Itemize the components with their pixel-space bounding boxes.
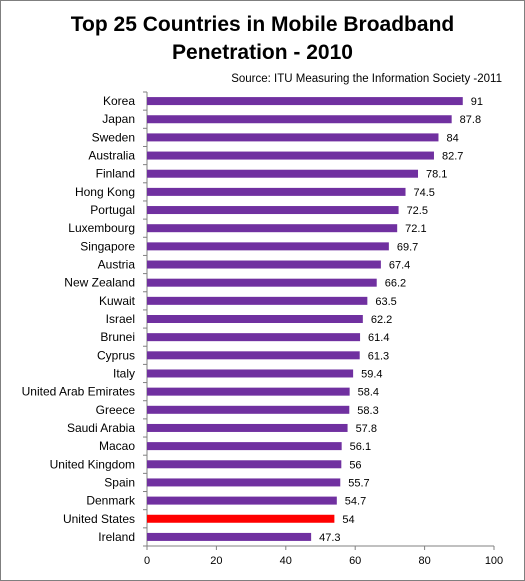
bar-united-kingdom [147,460,342,469]
bar-portugal [147,206,399,215]
category-label: United Kingdom [50,457,135,471]
bar-brunei [147,333,361,342]
bar-united-arab-emirates [147,387,350,396]
category-label: Macao [99,439,135,453]
value-label: 62.2 [371,314,392,326]
bar-luxembourg [147,224,398,233]
category-label: Korea [103,94,135,108]
value-label: 72.5 [407,205,428,217]
category-label: Ireland [98,530,135,544]
value-label: 58.3 [357,405,378,417]
category-label: Denmark [86,494,136,508]
value-label: 67.4 [389,260,410,272]
bar-greece [147,405,350,414]
value-label: 56 [349,459,361,471]
chart-title: Top 25 Countries in Mobile Broadband Pen… [1,11,524,67]
bar-saudi-arabia [147,423,348,432]
bar-israel [147,315,363,323]
bar-finland [147,169,419,178]
x-tick-label: 20 [210,555,222,567]
category-label: Portugal [90,203,135,217]
value-label: 61.3 [368,350,389,362]
category-label: Hong Kong [75,185,135,199]
bar-australia [147,151,434,160]
category-label: Saudi Arabia [67,421,135,435]
category-label: Kuwait [99,294,136,308]
category-label: New Zealand [64,276,135,290]
category-label: Italy [113,366,135,380]
category-label: Israel [106,312,135,326]
bar-italy [147,369,354,378]
bar-united-states [147,514,335,523]
value-label: 47.3 [319,532,340,544]
bar-korea [147,97,463,106]
value-label: 82.7 [442,151,463,163]
bar-sweden [147,133,439,142]
category-label: Singapore [80,239,135,253]
chart-source: Source: ITU Measuring the Information So… [231,73,502,85]
value-label: 61.4 [368,332,389,344]
bar-cyprus [147,351,360,360]
value-label: 74.5 [414,187,435,199]
x-tick-label: 100 [485,555,503,567]
bar-kuwait [147,296,368,305]
value-label: 57.8 [356,423,377,435]
category-label: Greece [96,403,136,417]
category-label: Australia [88,149,135,163]
value-label: 78.1 [426,169,447,181]
bar-spain [147,478,341,487]
bar-japan [147,115,452,124]
category-label: United Arab Emirates [22,385,135,399]
category-label: Finland [96,167,135,181]
category-label: Austria [98,258,136,272]
x-tick-label: 40 [280,555,292,567]
category-label: United States [63,512,135,526]
value-label: 58.4 [358,387,379,399]
value-label: 54 [342,514,354,526]
value-label: 59.4 [361,368,382,380]
x-tick-label: 0 [144,555,150,567]
bar-denmark [147,496,337,505]
x-tick-label: 60 [349,555,361,567]
bar-new-zealand [147,278,377,287]
x-tick-label: 80 [418,555,430,567]
bar-macao [147,442,342,451]
value-label: 91 [471,96,483,108]
chart-title-line-2: Penetration - 2010 [172,41,353,64]
value-label: 72.1 [405,223,426,235]
bar-hong-kong [147,187,406,196]
bar-ireland [147,532,312,541]
category-label: Luxembourg [68,221,135,235]
value-label: 66.2 [385,278,406,290]
value-label: 69.7 [397,241,418,253]
bar-austria [147,260,381,269]
value-label: 55.7 [348,477,369,489]
category-label: Japan [102,112,135,126]
category-label: Brunei [100,330,135,344]
value-label: 56.1 [350,441,371,453]
value-label: 87.8 [460,114,481,126]
category-label: Spain [104,475,135,489]
category-label: Cyprus [97,348,135,362]
bar-singapore [147,242,389,251]
category-label: Sweden [92,130,135,144]
value-label: 84 [446,132,458,144]
value-label: 63.5 [375,296,396,308]
value-label: 54.7 [345,496,366,508]
chart-title-line-1: Top 25 Countries in Mobile Broadband [70,13,455,36]
